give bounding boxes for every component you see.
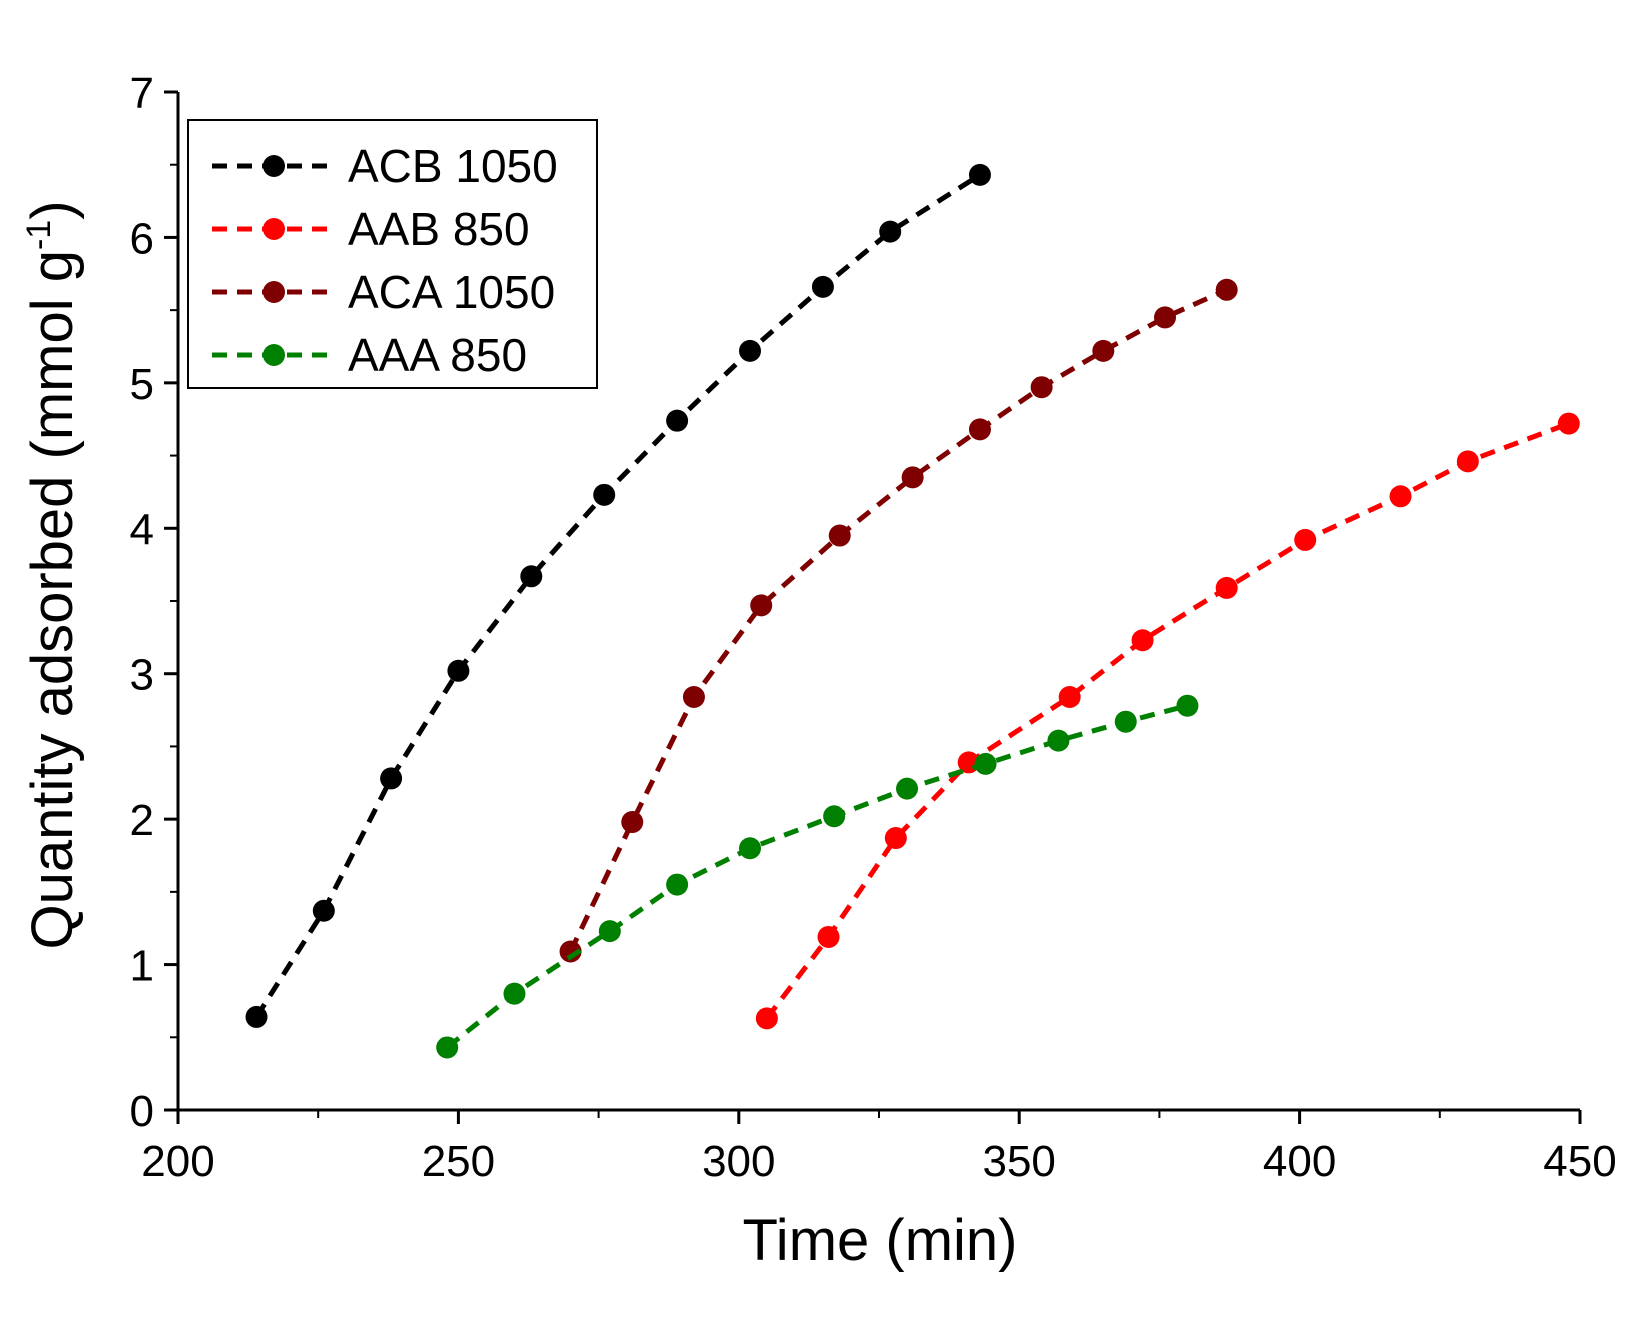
legend-box [187,119,598,389]
data-point-acb-1050 [312,899,335,922]
series-acb-1050 [245,163,991,1028]
data-point-aab-850 [755,1007,778,1030]
data-point-aab-850 [817,925,840,948]
data-point-acb-1050 [593,483,616,506]
data-point-acb-1050 [666,409,689,432]
data-point-acb-1050 [879,220,902,243]
x-tick-label: 300 [702,1137,775,1186]
data-point-aca-1050 [901,466,924,489]
legend-item-aab-850: AAB 850 [212,203,530,255]
y-tick-label: 3 [130,651,154,700]
data-point-aab-850 [1456,450,1479,473]
data-point-aaa-850 [974,752,997,775]
data-point-aca-1050 [682,685,705,708]
y-tick-label: 4 [130,505,154,554]
data-point-aab-850 [884,827,907,850]
data-point-aaa-850 [436,1036,459,1059]
series-line-aca-1050 [568,287,1228,953]
data-point-aca-1050 [828,524,851,547]
data-point-aca-1050 [1154,306,1177,329]
data-point-acb-1050 [968,163,991,186]
y-axis-title-main: Quantity adsorbed (mmol g [20,250,85,950]
y-tick-label: 6 [130,214,154,263]
x-tick-label: 350 [982,1137,1055,1186]
x-tick-label: 200 [141,1137,214,1186]
legend-item-aca-1050: ACA 1050 [212,266,555,318]
legend-item-acb-1050: ACB 1050 [212,140,558,192]
data-point-aab-850 [1389,485,1412,508]
y-axis-title-close: ) [20,200,85,219]
data-point-aaa-850 [739,837,762,860]
data-point-aca-1050 [1215,278,1238,301]
y-tick-label: 7 [130,69,154,118]
legend-label-aca-1050: ACA 1050 [348,266,555,318]
data-point-acb-1050 [811,275,834,298]
data-point-acb-1050 [520,565,543,588]
data-point-aab-850 [1215,576,1238,599]
data-point-acb-1050 [739,339,762,362]
data-point-aab-850 [1294,528,1317,551]
legend-label-aab-850: AAB 850 [348,203,530,255]
legend-item-aaa-850: AAA 850 [212,329,527,381]
x-tick-label: 450 [1543,1137,1616,1186]
legend-marker-aab-850 [263,218,285,240]
series-line-aab-850 [764,421,1570,1020]
data-point-aca-1050 [621,811,644,834]
x-tick-label: 250 [422,1137,495,1186]
x-tick-label: 400 [1263,1137,1336,1186]
data-point-aaa-850 [1114,710,1137,733]
legend-marker-aca-1050 [263,281,285,303]
data-point-aaa-850 [896,777,919,800]
data-point-aca-1050 [559,940,582,963]
data-point-aca-1050 [750,594,773,617]
data-point-acb-1050 [245,1005,268,1028]
data-point-aaa-850 [503,982,526,1005]
series-line-aaa-850 [445,703,1189,1050]
legend-label-aaa-850: AAA 850 [348,329,527,381]
data-point-aca-1050 [1030,376,1053,399]
data-point-aaa-850 [823,805,846,828]
series-aaa-850 [436,694,1199,1059]
data-point-aaa-850 [1176,694,1199,717]
data-point-aab-850 [1557,412,1580,435]
series-aca-1050 [559,278,1238,963]
x-axis-title: Time (min) [743,1208,1018,1273]
y-tick-label: 0 [130,1087,154,1136]
data-point-aca-1050 [1092,339,1115,362]
data-point-acb-1050 [380,767,403,790]
y-axis-title: Quantity adsorbed (mmol g-1) [20,200,85,949]
series-aab-850 [755,412,1580,1030]
data-point-aaa-850 [666,873,689,896]
data-point-aca-1050 [968,418,991,441]
y-axis-title-superscript: -1 [20,220,58,250]
data-point-acb-1050 [447,659,470,682]
y-tick-label: 1 [130,942,154,991]
y-tick-label: 5 [130,360,154,409]
legend-marker-acb-1050 [263,155,285,177]
legend: ACB 1050 AAB 850 ACA 1050 AAA 850 [187,119,598,389]
legend-label-acb-1050: ACB 1050 [348,140,558,192]
y-tick-label: 2 [130,796,154,845]
series-layer [245,163,1580,1059]
data-point-aaa-850 [1047,729,1070,752]
axes: 200 250 300 350 400 450 0 1 2 3 4 5 6 7 [130,69,1617,1186]
legend-marker-aaa-850 [263,344,285,366]
data-point-aab-850 [1058,685,1081,708]
data-point-aab-850 [1131,629,1154,652]
data-point-aaa-850 [598,920,621,943]
